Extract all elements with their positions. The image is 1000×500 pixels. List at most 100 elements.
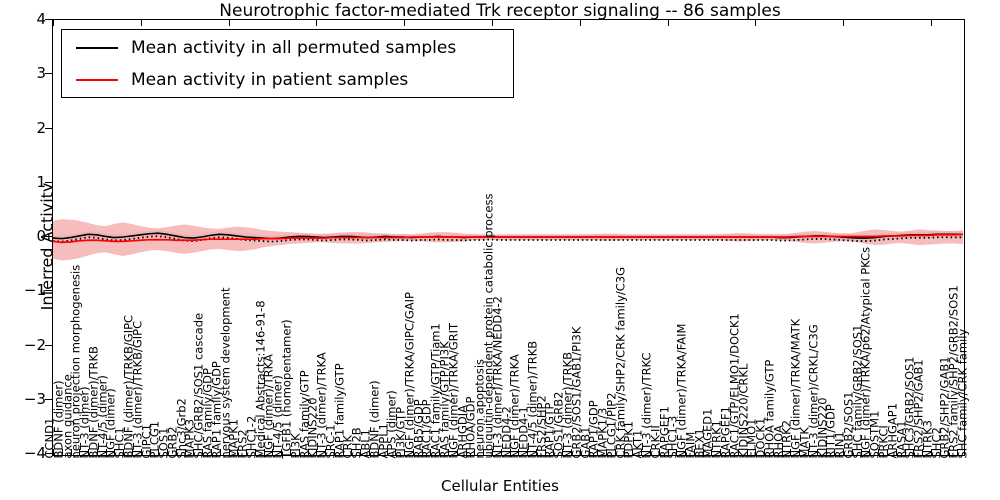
- x-tick-mark: [333, 449, 335, 455]
- x-tick-mark: [237, 449, 239, 455]
- x-tick-mark: [246, 449, 248, 455]
- x-tick-mark: [764, 449, 766, 455]
- x-tick-mark: [790, 449, 792, 455]
- x-tick-mark: [711, 449, 713, 455]
- x-tick-mark: [342, 449, 344, 455]
- x-tick-mark-top: [228, 20, 230, 26]
- x-tick-mark: [325, 449, 327, 455]
- x-tick-mark: [456, 449, 458, 455]
- x-tick-mark-top: [843, 20, 845, 26]
- x-tick-mark: [448, 449, 450, 455]
- x-tick-mark-top: [316, 20, 318, 26]
- x-tick-mark: [755, 449, 757, 455]
- x-tick-mark: [702, 449, 704, 455]
- x-tick-mark: [228, 449, 230, 455]
- x-tick-mark: [483, 449, 485, 455]
- x-tick-mark: [132, 449, 133, 455]
- legend-label-permuted: Mean activity in all permuted samples: [131, 38, 457, 58]
- x-tick-mark: [386, 449, 388, 455]
- y-tick-mark: [45, 73, 52, 75]
- x-tick-mark: [202, 449, 204, 455]
- x-tick-mark: [913, 449, 915, 455]
- chart-legend: Mean activity in all permuted samples Me…: [61, 29, 514, 98]
- x-tick-mark-top: [667, 20, 669, 26]
- x-tick-mark: [500, 449, 502, 455]
- x-tick-mark: [351, 449, 353, 455]
- x-tick-mark: [772, 449, 774, 455]
- x-tick-mark: [369, 449, 371, 455]
- x-tick-mark-top: [491, 20, 493, 26]
- x-tick-mark: [562, 449, 564, 455]
- x-tick-mark: [606, 449, 608, 455]
- x-tick-mark: [491, 449, 493, 455]
- x-tick-mark: [588, 449, 590, 455]
- x-tick-mark: [88, 449, 90, 455]
- x-tick-mark-top: [140, 20, 142, 26]
- x-tick-mark-top: [579, 20, 581, 26]
- x-tick-mark: [579, 449, 581, 455]
- x-tick-mark: [869, 449, 871, 455]
- x-tick-mark: [957, 449, 959, 455]
- x-tick-mark: [781, 449, 783, 455]
- x-tick-mark: [439, 449, 441, 455]
- x-tick-mark: [930, 449, 932, 455]
- x-axis-label: Cellular Entities: [441, 477, 559, 495]
- x-tick-mark: [851, 449, 853, 455]
- x-tick-mark: [114, 449, 116, 455]
- x-tick-mark: [149, 449, 151, 455]
- x-tick-mark: [720, 449, 722, 455]
- chart-title: Neurotrophic factor-mediated Trk recepto…: [219, 1, 781, 21]
- y-tick-label: 3: [36, 64, 46, 83]
- x-tick-mark: [843, 449, 845, 455]
- x-tick-mark-top: [755, 20, 757, 26]
- x-tick-mark: [70, 449, 72, 455]
- x-tick-mark: [518, 449, 520, 455]
- x-tick-mark: [737, 449, 739, 455]
- x-tick-mark: [544, 449, 546, 455]
- x-tick-mark: [140, 449, 142, 455]
- x-tick-mark: [834, 449, 836, 455]
- x-tick-mark: [61, 449, 63, 455]
- chart-canvas: [53, 219, 963, 261]
- x-tick-mark: [527, 449, 529, 455]
- x-tick-mark: [395, 449, 397, 455]
- legend-entry-patient: Mean activity in patient samples: [62, 64, 408, 96]
- x-tick-mark: [632, 449, 634, 455]
- x-tick-mark: [807, 449, 809, 455]
- x-tick-mark: [939, 449, 941, 455]
- x-tick-mark: [649, 449, 651, 455]
- legend-label-patient: Mean activity in patient samples: [131, 70, 409, 90]
- legend-entry-permuted: Mean activity in all permuted samples: [62, 32, 456, 64]
- x-tick-mark: [263, 449, 265, 455]
- x-tick-mark: [290, 449, 292, 455]
- x-tick-mark: [799, 449, 801, 455]
- x-tick-mark: [377, 449, 379, 455]
- x-tick-mark: [728, 449, 730, 455]
- x-tick-mark: [316, 449, 318, 455]
- x-tick-mark: [412, 449, 414, 455]
- x-tick-mark: [685, 449, 687, 455]
- x-tick-mark: [746, 449, 748, 455]
- x-tick-label: SHC family/CRK family: [955, 328, 970, 458]
- x-tick-mark: [597, 449, 599, 455]
- y-tick-label: −3: [23, 389, 46, 408]
- x-tick-mark: [614, 449, 616, 455]
- x-tick-mark: [878, 449, 880, 455]
- x-tick-mark: [298, 449, 300, 455]
- legend-line-swatch-black: [76, 47, 118, 49]
- x-tick-mark: [895, 449, 897, 455]
- x-tick-mark: [886, 449, 888, 455]
- x-tick-mark: [272, 449, 274, 455]
- x-tick-mark: [158, 449, 160, 455]
- x-tick-mark: [658, 449, 660, 455]
- patient-mean-line: [53, 233, 963, 244]
- x-tick-mark: [676, 449, 678, 455]
- x-tick-mark: [535, 449, 537, 455]
- x-tick-mark: [167, 449, 169, 455]
- x-tick-mark: [193, 449, 195, 455]
- x-tick-mark: [307, 449, 309, 455]
- x-tick-mark-top: [930, 20, 932, 26]
- legend-line-swatch-red: [76, 79, 118, 81]
- x-tick-mark: [509, 449, 511, 455]
